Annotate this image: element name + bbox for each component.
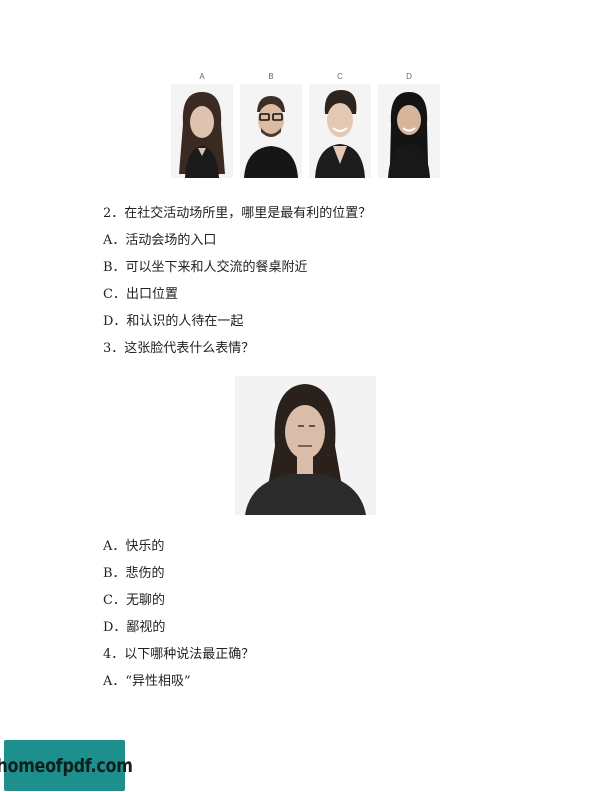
watermark-logo[interactable]: homeofpdf.com	[0, 740, 133, 791]
question-3: 3．这张脸代表什么表情？	[103, 341, 255, 356]
portrait-b: B	[240, 70, 302, 178]
option-a: A．“异性相吸”	[103, 674, 191, 689]
option-a: A．活动会场的入口	[103, 233, 217, 248]
portrait-row: A B C	[171, 70, 440, 178]
option-b: B．可以坐下来和人交流的餐桌附近	[103, 260, 308, 275]
portrait-image	[378, 84, 440, 178]
watermark-text: homeofpdf.com	[0, 754, 133, 777]
portrait-a: A	[171, 70, 233, 178]
option-b: B．悲伤的	[103, 566, 165, 581]
portrait-label: D	[406, 72, 412, 81]
portrait-c: C	[309, 70, 371, 178]
portrait-image	[240, 84, 302, 178]
option-c: C．无聊的	[103, 593, 165, 608]
question-2: 2．在社交活动场所里，哪里是最有利的位置？	[103, 206, 372, 221]
portrait-d: D	[378, 70, 440, 178]
portrait-image	[309, 84, 371, 178]
option-c: C．出口位置	[103, 287, 178, 302]
portrait-label: A	[199, 72, 205, 81]
portrait-label: B	[268, 72, 274, 81]
option-d: D．和认识的人待在一起	[103, 314, 244, 329]
portrait-label: C	[337, 72, 343, 81]
face-photo	[235, 376, 376, 515]
portrait-image	[171, 84, 233, 178]
option-a: A．快乐的	[103, 539, 165, 554]
option-d: D．鄙视的	[103, 620, 166, 635]
question-4: 4．以下哪种说法最正确？	[103, 647, 255, 662]
